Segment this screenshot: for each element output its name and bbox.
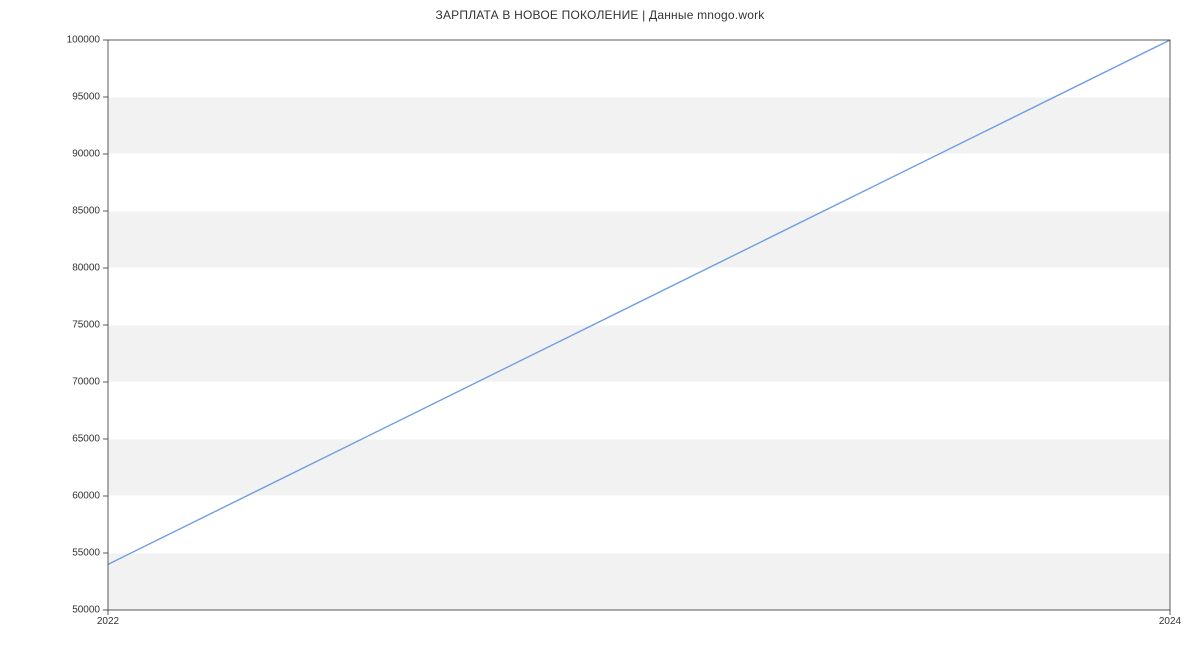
y-tick-label: 65000 — [72, 434, 108, 445]
chart-title: ЗАРПЛАТА В НОВОЕ ПОКОЛЕНИЕ | Данные mnog… — [0, 8, 1200, 22]
y-tick-label: 90000 — [72, 149, 108, 160]
x-tick-label: 2024 — [1159, 610, 1181, 627]
y-tick-label: 80000 — [72, 263, 108, 274]
plot-svg — [108, 40, 1170, 610]
y-tick-label: 55000 — [72, 548, 108, 559]
x-tick-label: 2022 — [97, 610, 119, 627]
y-tick-label: 70000 — [72, 377, 108, 388]
salary-line-chart: ЗАРПЛАТА В НОВОЕ ПОКОЛЕНИЕ | Данные mnog… — [0, 0, 1200, 650]
plot-area: 5000055000600006500070000750008000085000… — [108, 40, 1170, 610]
y-tick-label: 85000 — [72, 206, 108, 217]
y-tick-label: 95000 — [72, 92, 108, 103]
y-tick-label: 75000 — [72, 320, 108, 331]
y-tick-label: 60000 — [72, 491, 108, 502]
y-tick-label: 100000 — [67, 35, 108, 46]
